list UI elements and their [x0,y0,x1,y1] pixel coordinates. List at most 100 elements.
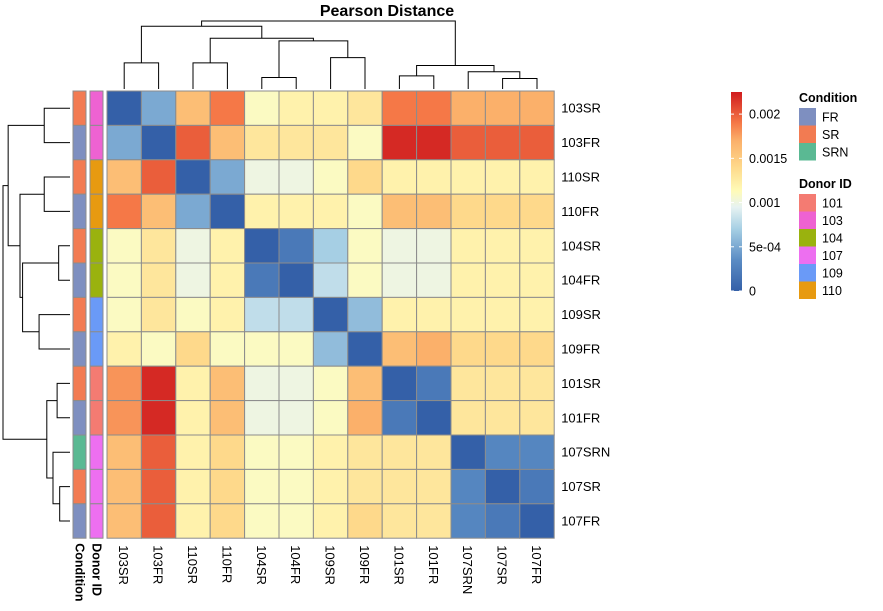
heatmap-cell-110FR-101FR [416,193,452,230]
heatmap-cell-110FR-104FR [278,193,314,230]
heatmap-cell-107SR-104FR [278,468,314,505]
color-scale-tick-label: 0.0015 [749,152,787,166]
heatmap-cell-107SR-107SR [484,468,521,505]
color-scale-tick-label: 0.001 [749,196,780,210]
heatmap-cell-109SR-104FR [278,296,314,333]
heatmap-cell-107FR-104SR [244,503,280,539]
column-label-103SR: 103SR [116,545,131,585]
heatmap-cell-107SRN-104SR [244,434,280,470]
condition-cell-103SR [72,90,87,126]
row-label-104FR: 104FR [561,273,600,288]
row-dendrogram-link-0 [43,107,70,144]
heatmap-cell-104FR-107SRN [450,262,486,298]
condition-legend-swatch-SR [799,125,816,143]
row-dendrogram-link-9 [19,193,45,298]
donor-legend: Donor ID 101 103 104 107 109 110 [799,177,852,299]
heatmap-cell-107FR-110FR [209,503,246,539]
heatmap-cell-103SR-109SR [312,90,349,126]
heatmap-cell-107SR-101FR [416,468,452,505]
condition-cell-107SR [72,468,87,505]
condition-cell-101SR [72,365,87,402]
donor-cell-103SR [89,90,104,126]
row-label-109SR: 109SR [561,307,601,322]
heatmap-cell-103FR-107SR [484,124,521,161]
heatmap-cell-103FR-110FR [209,124,246,161]
condition-legend-swatch-SRN [799,143,816,161]
donor-legend-swatch-104 [799,229,816,247]
condition-legend-title: Condition [799,91,857,105]
donor-cell-101SR [89,365,104,402]
heatmap-cell-109SR-107SRN [450,296,486,333]
heatmap-cell-110SR-103SR [106,159,142,195]
heatmap-cell-107FR-107SRN [450,503,486,539]
heatmap-cell-103FR-109FR [347,124,383,161]
heatmap-cell-104FR-101FR [416,262,452,298]
condition-cell-109SR [72,296,87,333]
heatmap-cell-109SR-107FR [519,296,555,333]
heatmap-cell-103SR-107SRN [450,90,486,126]
heatmap-cell-103SR-101FR [416,90,452,126]
heatmap-cell-101SR-107SRN [450,365,486,402]
heatmap-cell-107SR-109SR [312,468,349,505]
heatmap-cell-103FR-107FR [519,124,555,161]
heatmap-cell-109FR-107SR [484,331,521,367]
heatmap-cell-109FR-110FR [209,331,246,367]
heatmap-cell-107SRN-101FR [416,434,452,470]
heatmap-cell-101SR-109FR [347,365,383,402]
heatmap-cells [106,90,555,539]
donor-legend-swatch-103 [799,211,816,229]
chart-title: Pearson Distance [320,3,454,20]
column-dendrogram-link-2 [261,76,297,89]
color-scale-tick-label: 5e-04 [749,240,781,254]
heatmap-cell-107SR-103FR [140,468,177,505]
heatmap-cell-107SR-110FR [209,468,246,505]
row-label-109FR: 109FR [561,342,600,357]
column-dendrogram-link-1 [192,62,228,89]
heatmap-cell-104SR-104SR [244,228,280,264]
row-dendrogram-link-2 [58,245,70,281]
heatmap-cell-110FR-103SR [106,193,142,230]
condition-annotation-label: Condition [73,543,87,601]
heatmap-cell-101FR-110FR [209,400,246,436]
heatmap-cell-103FR-103FR [140,124,177,161]
heatmap-cell-104SR-103FR [140,228,177,264]
heatmap-cell-110SR-107SRN [450,159,486,195]
heatmap-cell-109FR-107SRN [450,331,486,367]
column-dendrogram-link-8 [278,40,349,78]
heatmap-cell-107SRN-110SR [175,434,211,470]
heatmap-cell-110FR-110SR [175,193,211,230]
heatmap-cell-104SR-101SR [381,228,418,264]
heatmap-cell-104SR-107SRN [450,228,486,264]
column-dendrogram-link-0 [123,62,160,89]
condition-cell-110SR [72,159,87,195]
column-label-103FR: 103FR [151,545,166,584]
heatmap-cell-104FR-109FR [347,262,383,298]
column-label-110FR: 110FR [219,545,234,583]
row-dendrogram-link-10 [7,124,45,247]
heatmap-cell-104FR-103FR [140,262,177,298]
color-scale-tick-label: 0.002 [749,108,780,122]
heatmap-cell-104FR-104SR [244,262,280,298]
heatmap-cell-103FR-101FR [416,124,452,161]
heatmap-cell-109SR-107SR [484,296,521,333]
heatmap-cell-107FR-103SR [106,503,142,539]
row-label-107SRN: 107SRN [561,445,610,460]
heatmap-cell-103SR-103SR [106,90,142,126]
heatmap-cell-103FR-101SR [381,124,418,161]
heatmap-cell-107FR-107SR [484,503,521,539]
row-dendrogram-link-3 [38,314,70,350]
donor-legend-item-104: 104 [822,232,843,246]
heatmap-cell-110FR-107SRN [450,193,486,230]
heatmap-cell-103FR-107SRN [450,124,486,161]
heatmap-cell-110SR-109FR [347,159,383,195]
heatmap-cell-107SRN-107SRN [450,434,486,470]
heatmap-cell-101FR-109FR [347,400,383,436]
heatmap-cell-109SR-104SR [244,296,280,333]
heatmap-cell-104FR-104FR [278,262,314,298]
heatmap-cell-107SR-109FR [347,468,383,505]
heatmap-cell-104SR-109FR [347,228,383,264]
donor-legend-item-110: 110 [822,284,842,298]
donor-cell-104FR [89,262,104,298]
heatmap-cell-110FR-107SR [484,193,521,230]
heatmap-cell-110SR-107SR [484,159,521,195]
